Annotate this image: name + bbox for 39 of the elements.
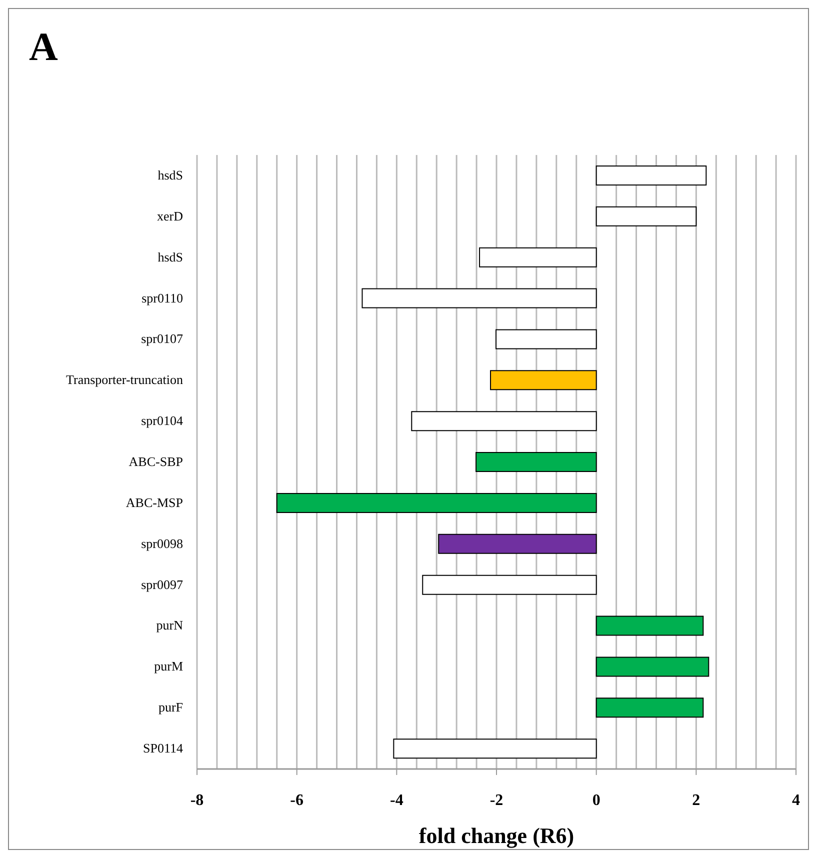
y-tick-label: Transporter-truncation [66,372,184,388]
x-tick-label: 2 [692,792,700,809]
bar [393,738,597,759]
bar [496,329,597,350]
y-tick-label: spr0098 [141,536,183,551]
y-tick-label: hsdS [158,249,183,264]
bar [596,656,710,677]
x-tick-label: -6 [290,792,304,809]
y-tick-label: spr0097 [141,576,184,592]
x-tick-label: -4 [390,792,404,809]
y-tick-label: spr0107 [141,331,184,346]
bar [596,166,707,186]
bar [490,370,597,390]
y-tick-label: xerD [157,208,183,224]
y-tick-label: ABC-MSP [126,494,183,510]
bar [276,492,597,513]
bar [438,534,597,554]
y-tick-label: spr0104 [141,413,184,428]
bar [596,698,704,718]
y-tick-label: purM [154,658,184,674]
bar [476,452,597,472]
x-tick-label: -2 [490,792,504,809]
x-tick-label: 4 [792,792,800,809]
y-tick-label: purF [158,700,183,715]
chart-title: A [29,23,58,70]
x-tick-label: -8 [190,792,204,809]
bar [422,574,597,595]
y-tick-label: spr0110 [142,290,183,306]
bar [596,616,704,636]
y-tick-label: ABC-SBP [128,454,183,469]
x-tick-label: 0 [592,792,600,809]
y-tick-label: SP0114 [143,740,184,756]
y-tick-label: purN [156,618,184,633]
bar [479,247,597,268]
bar [362,288,597,308]
bar [596,206,697,226]
x-axis-title: fold change (R6) [418,823,574,848]
bar [411,411,597,432]
y-tick-label: hsdS [158,167,183,182]
